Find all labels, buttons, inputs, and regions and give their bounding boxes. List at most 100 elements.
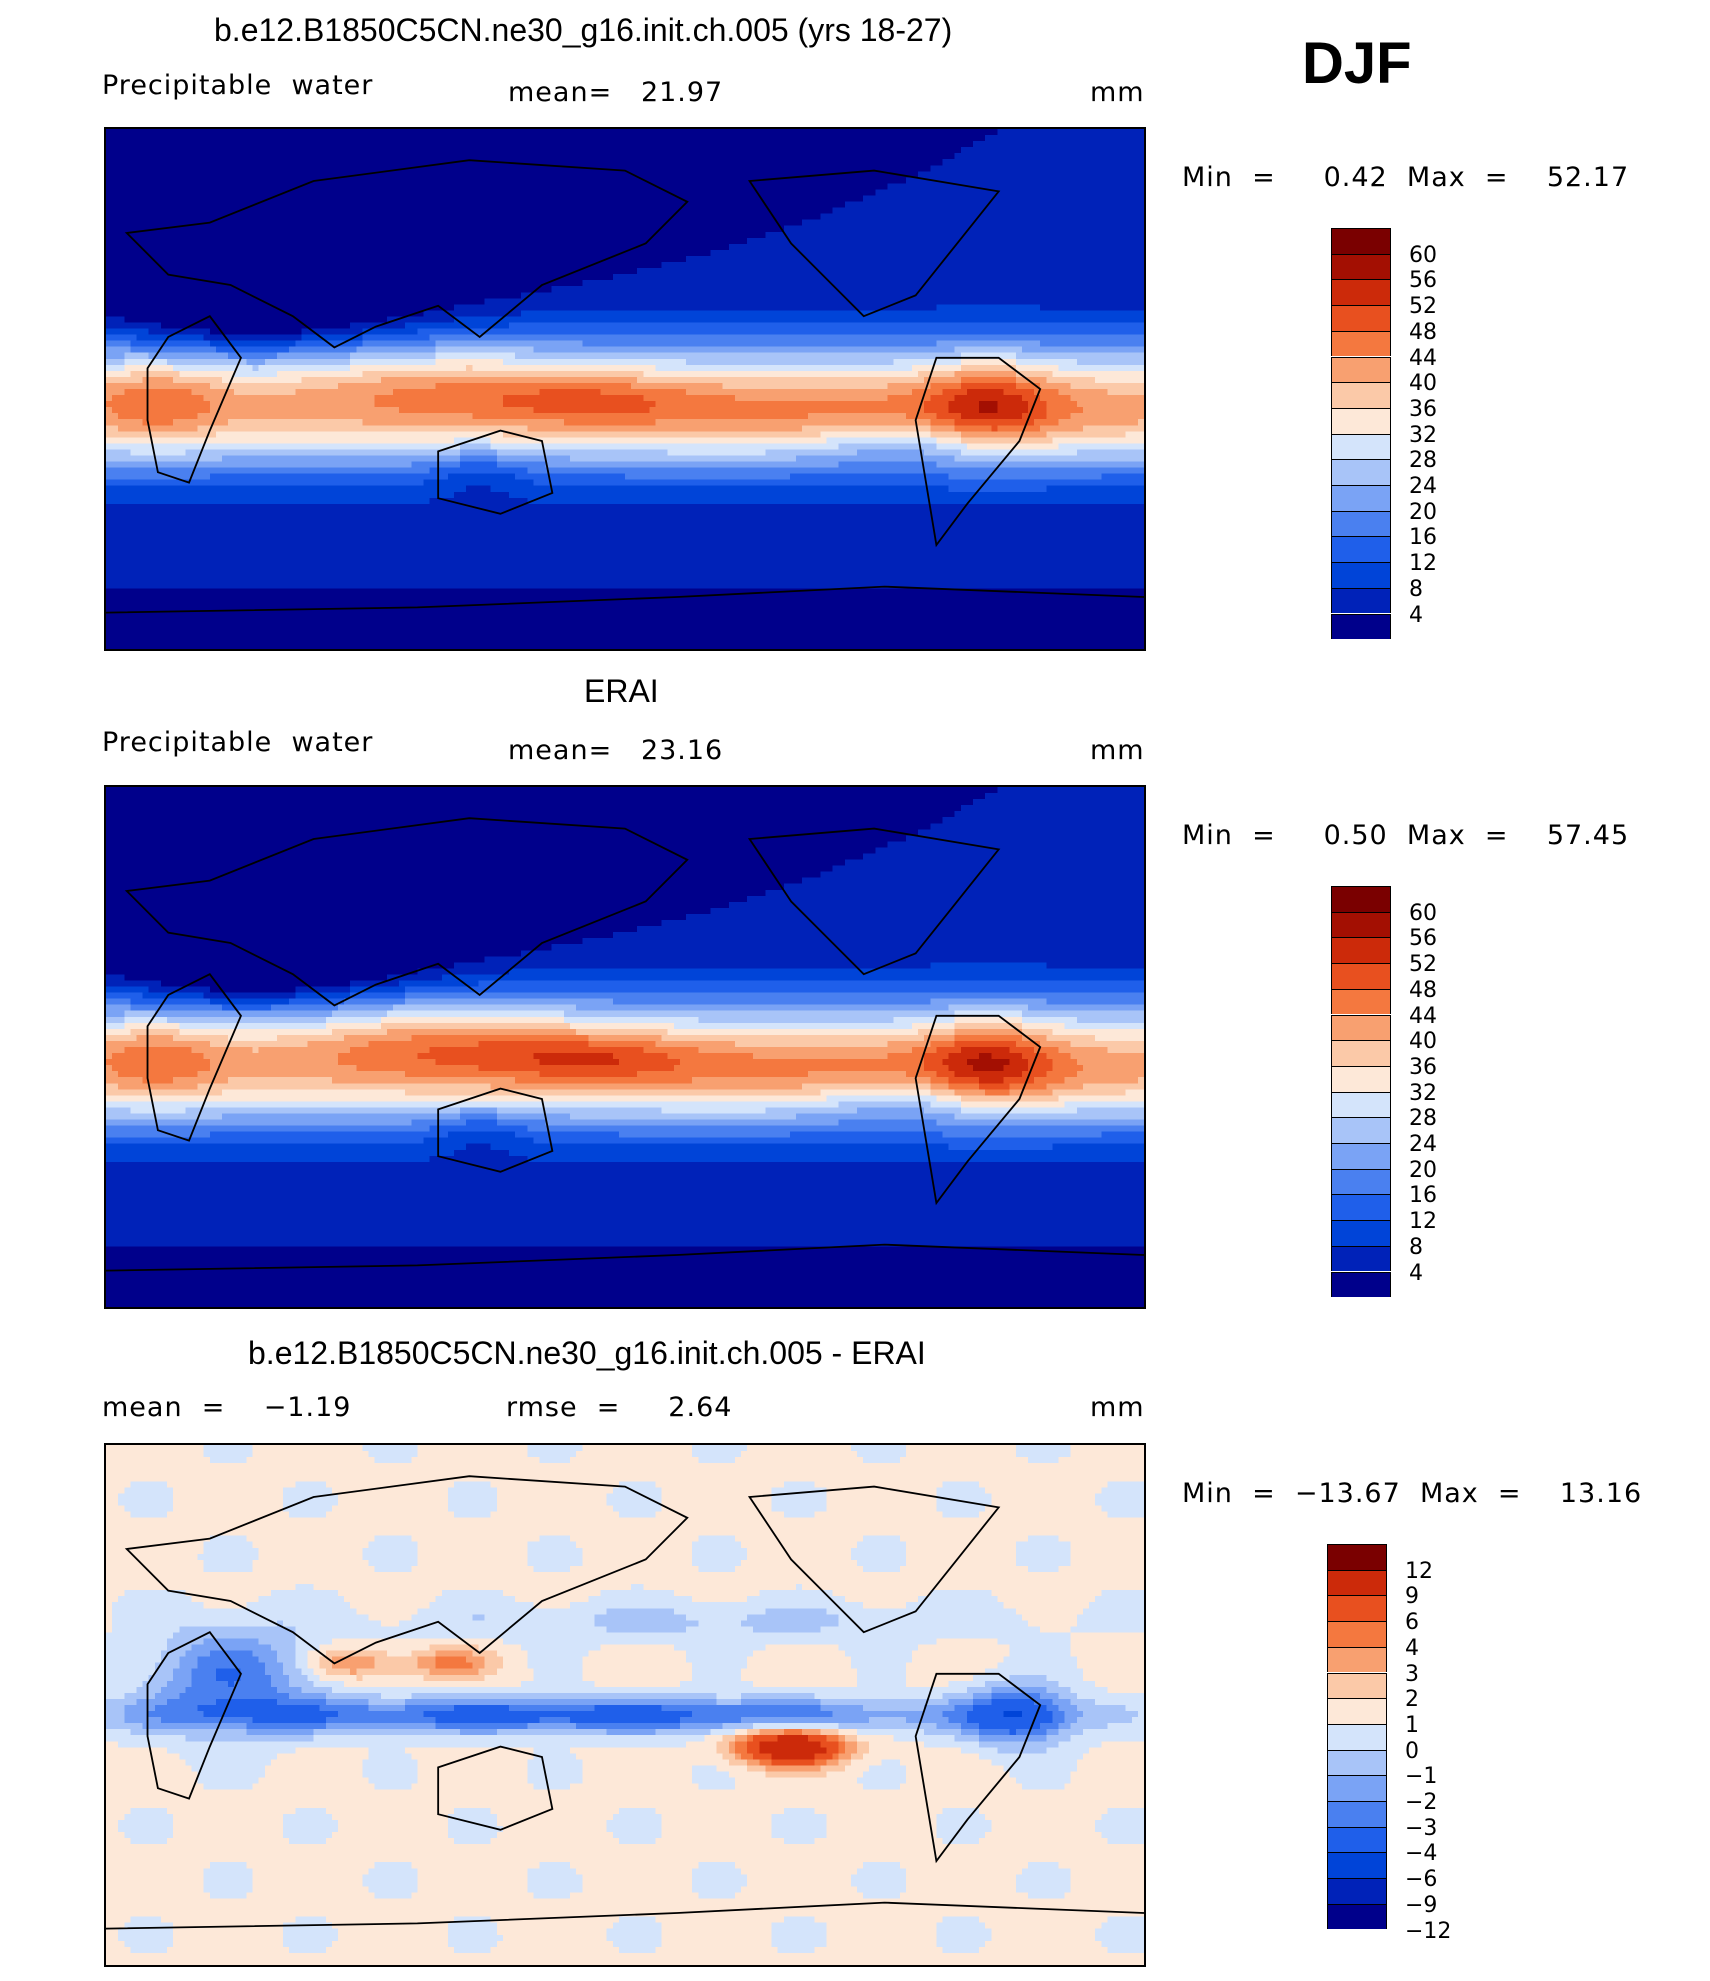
colorbar-tick-label: 56 — [1409, 268, 1437, 294]
colorbar-swatch — [1331, 510, 1391, 537]
field-contour-image — [106, 787, 1144, 1307]
panel1-variable-label: Precipitable water — [102, 70, 374, 101]
colorbar-tick-label: 40 — [1409, 1029, 1437, 1055]
colorbar-swatch — [1327, 1749, 1387, 1776]
panel1-title: b.e12.B1850C5CN.ne30_g16.init.ch.005 (yr… — [214, 12, 953, 48]
colorbar-swatch — [1327, 1595, 1387, 1622]
colorbar-tick-label: −4 — [1405, 1841, 1438, 1867]
panel1-mean-label: mean= 21.97 — [508, 77, 724, 108]
panel1-units-label: mm — [1090, 77, 1145, 108]
colorbar-swatch — [1327, 1672, 1387, 1699]
colorbar-swatch — [1331, 911, 1391, 938]
colorbar-swatch — [1327, 1852, 1387, 1879]
colorbar-tick-label: 56 — [1409, 926, 1437, 952]
colorbar-tick-label: 52 — [1409, 294, 1437, 320]
colorbar-tick-label: 16 — [1409, 1183, 1437, 1209]
colorbar-swatch — [1331, 1168, 1391, 1195]
colorbar-swatch — [1331, 305, 1391, 331]
panel3-title: b.e12.B1850C5CN.ne30_g16.init.ch.005 - E… — [248, 1335, 926, 1371]
colorbar-swatch — [1331, 988, 1391, 1015]
colorbar-swatch — [1331, 485, 1391, 511]
field-contour-image — [106, 129, 1144, 649]
season-label: DJF — [1302, 31, 1412, 96]
colorbar-swatch — [1331, 1014, 1391, 1041]
colorbar-tick-label: 44 — [1409, 345, 1437, 371]
colorbar-swatch — [1331, 1091, 1391, 1118]
colorbar-tick-label: 12 — [1409, 551, 1437, 577]
coastlines — [106, 159, 1144, 614]
panel2-minmax-label: Min = 0.50 Max = 57.45 — [1182, 820, 1630, 851]
colorbar-tick-label: 52 — [1409, 952, 1437, 978]
colorbar-swatch — [1331, 1194, 1391, 1221]
panel3-map — [104, 1443, 1146, 1967]
colorbar-tick-label: 12 — [1405, 1558, 1433, 1584]
panel1-map — [104, 127, 1146, 651]
panel2-mean-label: mean= 23.16 — [508, 735, 724, 766]
panel2-map — [104, 785, 1146, 1309]
panel3-units-label: mm — [1090, 1392, 1145, 1423]
colorbar-swatch — [1327, 1826, 1387, 1853]
colorbar-swatch — [1331, 1117, 1391, 1143]
colorbar-tick-label: 6 — [1405, 1610, 1419, 1636]
colorbar-tick-label: 16 — [1409, 525, 1437, 551]
colorbar-swatch — [1331, 963, 1391, 989]
colorbar-tick-label: 4 — [1405, 1635, 1419, 1661]
colorbar-tick-label: 20 — [1409, 499, 1437, 525]
panel2-variable-label: Precipitable water — [102, 727, 374, 758]
colorbar-swatch — [1327, 1646, 1387, 1673]
panel3-mean-label: mean = −1.19 — [102, 1392, 352, 1423]
colorbar-swatch — [1331, 459, 1391, 485]
colorbar-swatch — [1327, 1878, 1387, 1904]
panel3-minmax-label: Min = −13.67 Max = 13.16 — [1182, 1478, 1643, 1509]
colorbar-swatch — [1331, 562, 1391, 588]
colorbar-swatch — [1331, 1245, 1391, 1272]
colorbar-swatch — [1327, 1903, 1387, 1930]
colorbar-tick-label: 32 — [1409, 422, 1437, 448]
colorbar-swatch — [1331, 1143, 1391, 1169]
colorbar-swatch — [1331, 1271, 1391, 1298]
colorbar-tick-label: 4 — [1409, 1260, 1423, 1286]
colorbar-tick-label: 20 — [1409, 1157, 1437, 1183]
colorbar-tick-label: 3 — [1405, 1661, 1419, 1687]
colorbar-tick-label: 44 — [1409, 1003, 1437, 1029]
colorbar-swatch — [1331, 613, 1391, 640]
colorbar-swatch — [1331, 356, 1391, 383]
colorbar-tick-label: 24 — [1409, 1132, 1437, 1157]
colorbar-tick-label: −1 — [1405, 1764, 1438, 1790]
colorbar-tick-label: −2 — [1405, 1790, 1438, 1815]
colorbar-swatch — [1327, 1621, 1387, 1647]
panel2-title: ERAI — [584, 673, 659, 709]
colorbar-tick-label: 0 — [1405, 1738, 1419, 1764]
colorbar-swatch — [1331, 253, 1391, 280]
colorbar-tick-label: 12 — [1409, 1209, 1437, 1235]
colorbar-tick-label: −9 — [1405, 1892, 1438, 1918]
colorbar-tick-label: 2 — [1405, 1687, 1419, 1713]
coastlines — [106, 817, 1144, 1272]
colorbar-tick-label: 24 — [1409, 474, 1437, 499]
panel2-units-label: mm — [1090, 735, 1145, 766]
colorbar-tick-label: −6 — [1405, 1867, 1438, 1893]
colorbar-tick-label: 9 — [1405, 1584, 1419, 1610]
colorbar-swatch — [1331, 536, 1391, 563]
field-contour-image — [106, 1445, 1144, 1965]
colorbar-swatch — [1331, 228, 1391, 254]
colorbar-tick-label: 48 — [1409, 977, 1437, 1003]
colorbar-swatch — [1331, 886, 1391, 912]
colorbar-tick-label: 36 — [1409, 1054, 1437, 1080]
colorbar-swatch — [1331, 433, 1391, 460]
colorbar-swatch — [1331, 1040, 1391, 1066]
colorbar-tick-label: 8 — [1409, 576, 1423, 602]
colorbar-swatch — [1331, 382, 1391, 408]
colorbar-swatch — [1327, 1801, 1387, 1827]
colorbar-tick-label: 32 — [1409, 1080, 1437, 1106]
panel3-rmse-label: rmse = 2.64 — [506, 1392, 733, 1423]
colorbar-tick-label: −12 — [1405, 1918, 1452, 1944]
colorbar-swatch — [1331, 587, 1391, 614]
colorbar-swatch — [1331, 407, 1391, 434]
colorbar-tick-label: 36 — [1409, 396, 1437, 422]
colorbar-swatch — [1327, 1775, 1387, 1801]
colorbar-tick-label: 1 — [1405, 1712, 1419, 1738]
colorbar-tick-label: 28 — [1409, 448, 1437, 474]
colorbar-tick-label: 48 — [1409, 319, 1437, 345]
colorbar-tick-label: 60 — [1409, 900, 1437, 926]
